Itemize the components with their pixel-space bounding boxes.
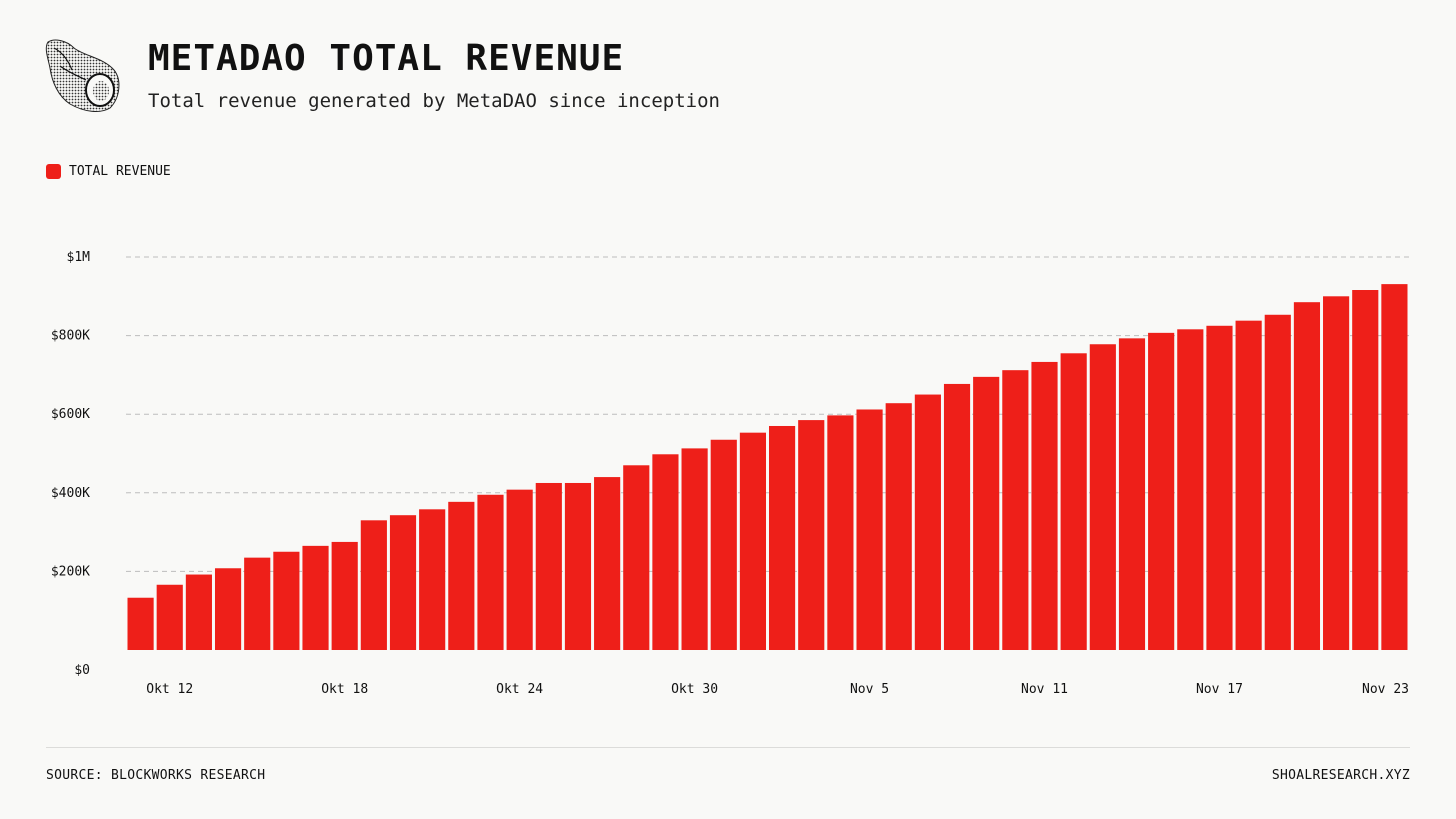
chart-legend: TOTAL REVENUE bbox=[46, 164, 171, 179]
bar bbox=[1060, 353, 1087, 650]
bar bbox=[185, 574, 212, 650]
bar bbox=[1264, 314, 1291, 650]
legend-label: TOTAL REVENUE bbox=[69, 164, 171, 179]
page-subtitle: Total revenue generated by MetaDAO since… bbox=[148, 90, 720, 112]
bar bbox=[389, 515, 417, 650]
bar bbox=[652, 454, 679, 650]
y-tick-label: $200K bbox=[51, 564, 90, 579]
y-tick-label: $600K bbox=[51, 407, 90, 422]
bar bbox=[244, 557, 271, 650]
bar bbox=[1235, 320, 1262, 650]
bar bbox=[1206, 325, 1233, 650]
bar bbox=[1148, 332, 1175, 650]
bar bbox=[302, 545, 329, 650]
bar bbox=[681, 448, 708, 650]
y-tick-label: $800K bbox=[51, 329, 90, 344]
x-tick-label: Nov 11 bbox=[1021, 682, 1068, 697]
bar bbox=[419, 509, 446, 650]
source-note: SOURCE: BLOCKWORKS RESEARCH bbox=[46, 768, 266, 783]
bar bbox=[914, 394, 941, 650]
seashell-icon bbox=[45, 39, 120, 112]
bar bbox=[127, 597, 154, 650]
bar bbox=[769, 425, 796, 650]
bar bbox=[1381, 284, 1408, 650]
x-tick-label: Nov 23 bbox=[1362, 682, 1409, 697]
page-title: METADAO TOTAL REVENUE bbox=[148, 38, 625, 79]
bar bbox=[710, 439, 737, 650]
x-tick-label: Nov 5 bbox=[850, 682, 889, 697]
x-tick-label: Nov 17 bbox=[1196, 682, 1243, 697]
footer-divider bbox=[46, 747, 1410, 748]
x-tick-label: Okt 24 bbox=[496, 682, 543, 697]
bar bbox=[1031, 361, 1058, 650]
x-tick-label: Okt 18 bbox=[321, 682, 368, 697]
bar bbox=[827, 415, 854, 650]
site-link[interactable]: SHOALRESEARCH.XYZ bbox=[1271, 768, 1410, 783]
bar bbox=[1089, 344, 1116, 650]
y-tick-label: $0 bbox=[74, 663, 90, 678]
bar bbox=[477, 494, 504, 650]
y-tick-label: $400K bbox=[51, 486, 90, 501]
bar bbox=[594, 477, 621, 650]
y-axis-ticks: $0 $200K $400K $600K $800K $1M bbox=[51, 250, 90, 678]
bar bbox=[1002, 370, 1029, 650]
bar bbox=[1293, 302, 1321, 650]
bar bbox=[506, 489, 533, 650]
bar bbox=[535, 482, 562, 650]
bars bbox=[127, 284, 1408, 650]
x-axis-ticks: Okt 12 Okt 18 Okt 24 Okt 30 Nov 5 Nov 11 Nov 1… bbox=[146, 682, 1409, 697]
bar bbox=[973, 376, 1000, 650]
bar bbox=[448, 501, 475, 650]
y-tick-label: $1M bbox=[67, 250, 91, 265]
x-tick-label: Okt 30 bbox=[671, 682, 718, 697]
bar bbox=[1118, 338, 1146, 650]
bar bbox=[623, 465, 650, 650]
bar bbox=[273, 551, 300, 650]
bar bbox=[1323, 296, 1350, 650]
bar bbox=[1352, 290, 1379, 650]
legend-swatch bbox=[46, 164, 61, 179]
bar bbox=[331, 541, 358, 650]
bar bbox=[798, 420, 825, 650]
x-tick-label: Okt 12 bbox=[146, 682, 193, 697]
bar bbox=[943, 383, 971, 650]
grid-lines bbox=[126, 256, 1409, 572]
bar bbox=[1177, 329, 1204, 650]
bar bbox=[360, 520, 387, 650]
bar bbox=[739, 432, 766, 650]
bar bbox=[214, 568, 242, 650]
bar bbox=[885, 403, 912, 650]
bar bbox=[856, 409, 883, 650]
bar bbox=[564, 482, 592, 650]
bar bbox=[156, 584, 183, 650]
